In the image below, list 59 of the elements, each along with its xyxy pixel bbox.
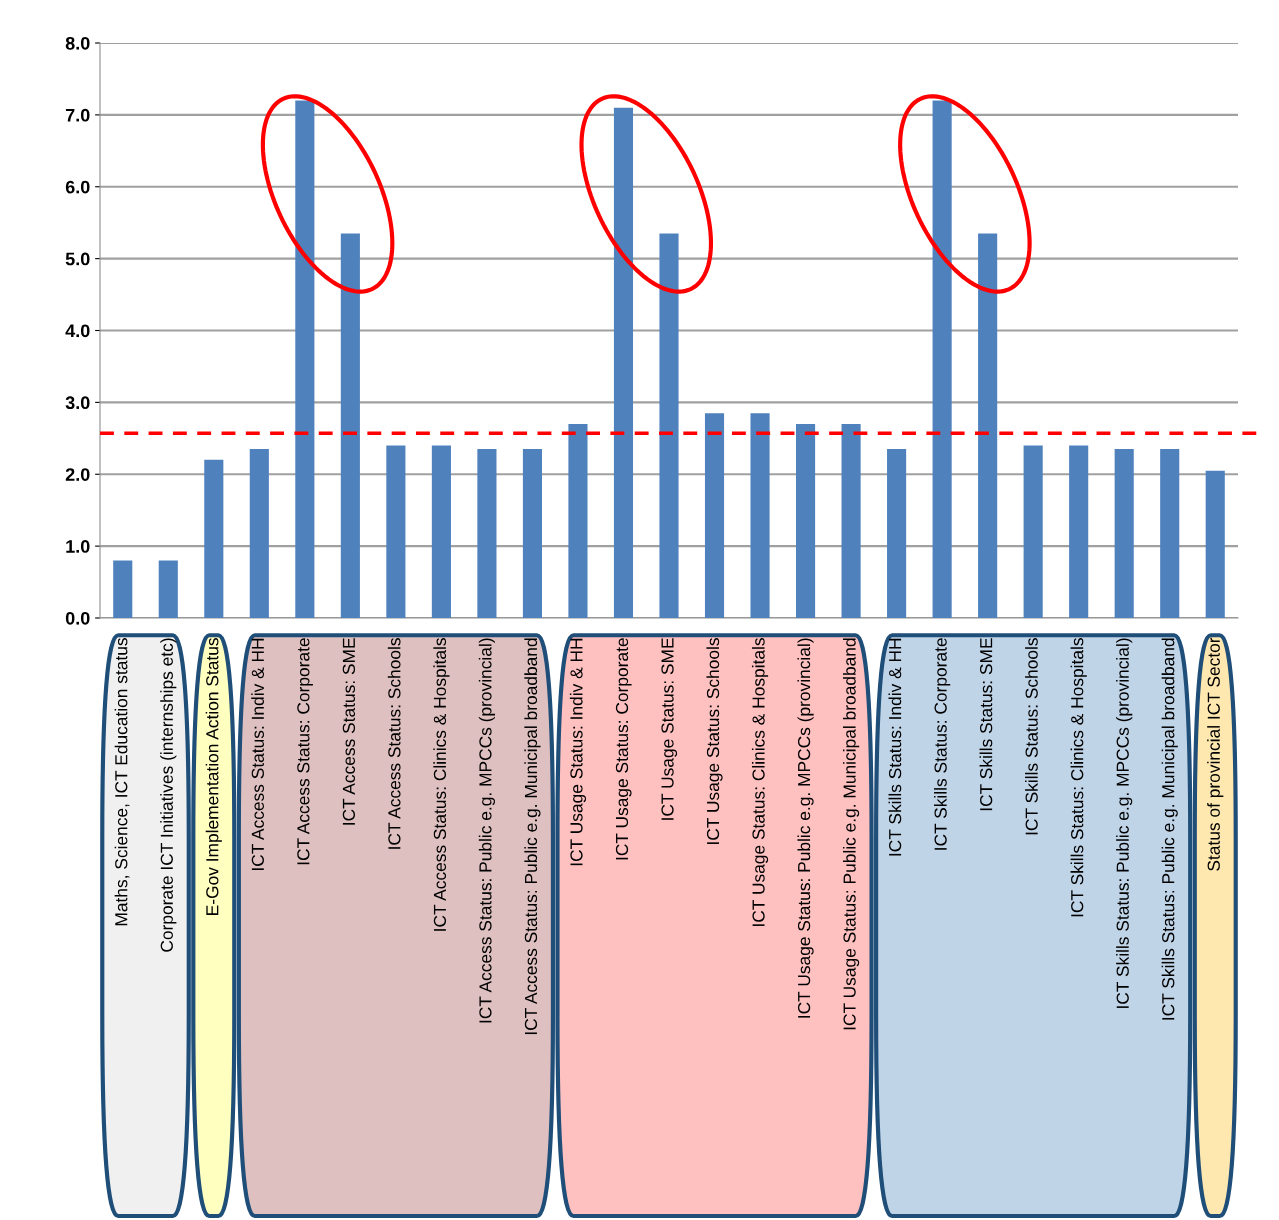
bar: [613, 107, 634, 618]
bar: [841, 423, 861, 618]
bar: [113, 560, 133, 618]
bar: [1069, 445, 1089, 618]
x-tick-label: ICT Usage Status: Public e.g. MPCCs (provincial): [797, 638, 814, 1018]
x-tick-label: Corporate ICT Initiatives (internships etc): [160, 638, 177, 952]
bar: [340, 233, 360, 618]
x-tick-label: ICT Skills Status: Schools: [1025, 638, 1038, 835]
y-tick-label: 8.0: [65, 36, 90, 50]
x-tick-label: ICT Access Status: Corporate: [297, 638, 313, 865]
bar: [386, 445, 406, 618]
bar: [431, 445, 451, 618]
bar: [750, 413, 770, 618]
bar: [887, 449, 907, 618]
bar: [295, 100, 315, 618]
y-tick-label: 1.0: [66, 540, 90, 553]
x-tick-label: ICT Usage Status: Schools: [706, 638, 723, 844]
bar: [978, 233, 998, 618]
x-tick-label: ICT Access Status: Clinics & Hospitals: [433, 638, 450, 931]
bar: [1023, 445, 1043, 618]
x-tick-label: ICT Skills Status: Public e.g. MPCCs (provincial): [1116, 638, 1133, 1008]
y-tick-label: 4.0: [65, 324, 90, 338]
x-tick-label: ICT Access Status: SME: [342, 638, 356, 825]
x-tick-label: ICT Access Status: Schools: [387, 638, 401, 849]
x-tick-label: ICT Usage Status: Clinics & Hospitals: [751, 638, 769, 926]
y-tick-label: 0.0: [65, 611, 90, 625]
bar: [204, 459, 224, 618]
bar: [477, 449, 497, 618]
x-tick-label: ICT Access Status: Indiv & HH: [251, 638, 264, 870]
x-tick-label: E-Gov Implementation Action Status: [205, 638, 222, 915]
x-tick-label: ICT Skills Status: Corporate: [934, 638, 951, 850]
bar: [249, 449, 269, 618]
y-tick-label: 6.0: [65, 180, 90, 194]
bar: [158, 560, 178, 618]
y-tick-label: 5.0: [65, 252, 90, 266]
x-tick-label: ICT Skills Status: Clinics & Hospitals: [1070, 638, 1087, 917]
bar: [1205, 470, 1225, 618]
x-tick-label: Status of provincial ICT Sector: [1207, 637, 1224, 871]
x-tick-label: ICT Usage Status: Corporate: [615, 638, 632, 860]
x-tick-label: ICT Skills Status: Public e.g. Municipal broadband: [1161, 638, 1178, 1020]
bar: [796, 423, 816, 618]
x-tick-label: ICT Usage Status: SME: [661, 638, 678, 820]
bar: [522, 449, 542, 618]
x-tick-label: ICT Usage Status: Indiv & HH: [569, 638, 587, 866]
y-tick-label: 3.0: [65, 396, 90, 410]
y-tick-label: 2.0: [65, 468, 90, 481]
y-tick-label: 7.0: [65, 108, 90, 122]
x-tick-label: ICT Access Status: Public e.g. Municipal broadband: [524, 638, 541, 1035]
x-tick-label: ICT Access Status: Public e.g. MPCCs (provincial): [478, 638, 496, 1023]
bar: [659, 233, 679, 618]
x-tick-label: Maths, Science, ICT Education status: [114, 638, 130, 926]
bar: [568, 423, 588, 618]
bar: [932, 100, 952, 618]
bar: [1114, 449, 1134, 618]
x-tick-label: ICT Skills Status: SME: [979, 638, 993, 811]
x-tick-label: ICT Skills Status: Indiv & HH: [888, 638, 902, 856]
bar: [704, 413, 725, 618]
x-tick-label: ICT Usage Status: Public e.g. Municipal broadband: [842, 638, 860, 1030]
bar: [1160, 449, 1180, 618]
